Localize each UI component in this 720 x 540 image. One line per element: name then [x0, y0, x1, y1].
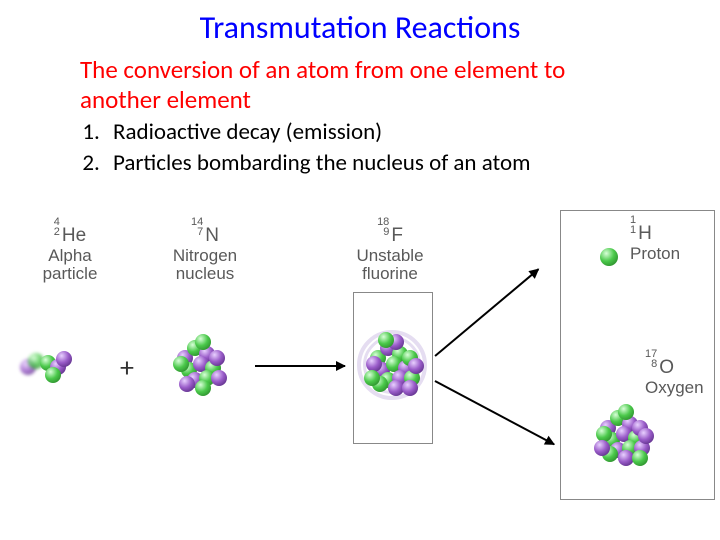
arrow-to-oxygen: [435, 380, 555, 445]
list-item: Radioactive decay (emission): [105, 117, 720, 148]
fluorine-label: 189F Unstablefluorine: [340, 218, 440, 284]
oxygen-label: 178O Oxygen: [645, 350, 715, 397]
nitrogen-label: 147N Nitrogennucleus: [160, 218, 250, 284]
plus-symbol: +: [120, 350, 134, 385]
arrow-to-proton: [434, 268, 539, 356]
list-item: Particles bombarding the nucleus of an a…: [105, 148, 720, 179]
page-title: Transmutation Reactions: [0, 0, 720, 47]
arrow-combine: [255, 365, 345, 367]
proton-label: 11H Proton: [630, 216, 710, 263]
reaction-diagram: 42He Alphaparticle 147N Nitrogennucleus …: [5, 210, 715, 530]
alpha-label: 42He Alphaparticle: [25, 218, 115, 284]
methods-list: Radioactive decay (emission) Particles b…: [0, 117, 720, 179]
definition-text: The conversion of an atom from one eleme…: [0, 47, 720, 117]
